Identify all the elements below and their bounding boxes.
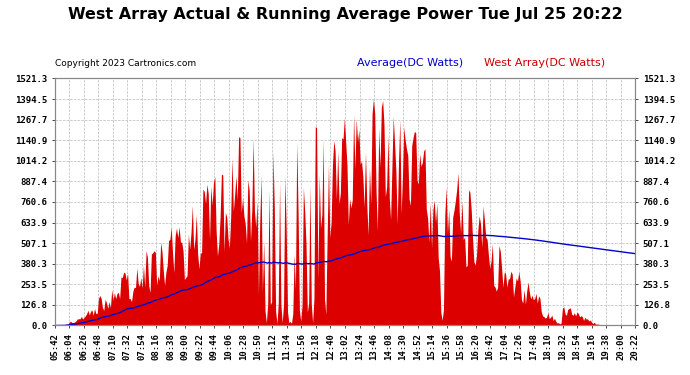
- Text: West Array(DC Watts): West Array(DC Watts): [484, 58, 605, 68]
- Text: West Array Actual & Running Average Power Tue Jul 25 20:22: West Array Actual & Running Average Powe…: [68, 8, 622, 22]
- Text: Average(DC Watts): Average(DC Watts): [357, 58, 463, 68]
- Text: Copyright 2023 Cartronics.com: Copyright 2023 Cartronics.com: [55, 59, 196, 68]
